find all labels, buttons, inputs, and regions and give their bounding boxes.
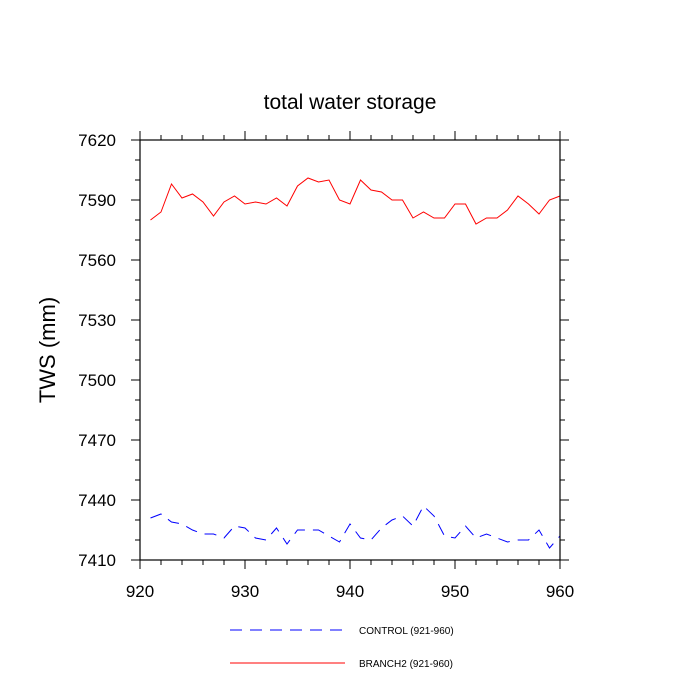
axes: 920 930 940 950 960 7410 7440 7470 7500 7530 7560 7… [78,131,574,601]
series-line-branch2 [150,177,561,225]
y-tick-label: 7590 [78,191,116,210]
legend-label-control: CONTROL (921-960) [359,626,454,637]
y-tick-label: 7410 [78,551,116,570]
y-tick-label: 7560 [78,251,116,270]
series-line-control [150,505,561,549]
series-lines [150,177,561,549]
x-tick-label: 960 [546,582,574,601]
x-tick-label: 930 [231,582,259,601]
legend: CONTROL (921-960) BRANCH2 (921-960) [230,626,454,670]
x-tick-label: 940 [336,582,364,601]
y-axis-label: TWS (mm) [35,297,60,403]
legend-label-branch2: BRANCH2 (921-960) [359,659,453,670]
chart-title: total water storage [264,91,437,114]
y-tick-label: 7500 [78,371,116,390]
x-tick-label: 950 [441,582,469,601]
y-tick-label: 7620 [78,131,116,150]
y-tick-label: 7530 [78,311,116,330]
x-tick-label: 920 [126,582,154,601]
y-tick-label: 7440 [78,491,116,510]
y-tick-label: 7470 [78,431,116,450]
